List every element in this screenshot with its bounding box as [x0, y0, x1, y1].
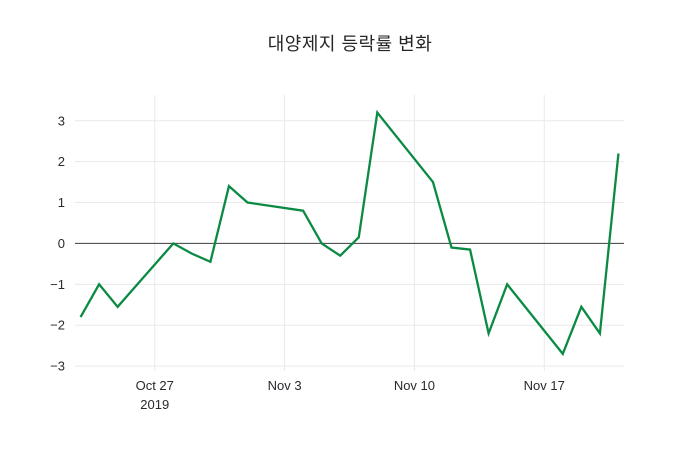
y-axis-tick-label: 2 — [58, 154, 65, 169]
y-axis-tick-label: 1 — [58, 195, 65, 210]
x-axis-tick-label: Oct 27 — [136, 378, 174, 393]
y-axis-tick-label: −1 — [50, 277, 65, 292]
x-axis-tick-label: Nov 10 — [394, 378, 435, 393]
x-axis-tick-label: Nov 17 — [524, 378, 565, 393]
chart-title: 대양제지 등락률 변화 — [267, 34, 433, 54]
y-axis-tick-label: −2 — [50, 318, 65, 333]
y-axis-tick-label: 3 — [58, 113, 65, 128]
y-axis-tick-label: −3 — [50, 359, 65, 374]
x-axis-tick-label: Nov 3 — [268, 378, 302, 393]
x-axis-year-label: 2019 — [140, 397, 169, 412]
y-axis-tick-label: 0 — [58, 236, 65, 251]
price-line — [79, 109, 620, 357]
